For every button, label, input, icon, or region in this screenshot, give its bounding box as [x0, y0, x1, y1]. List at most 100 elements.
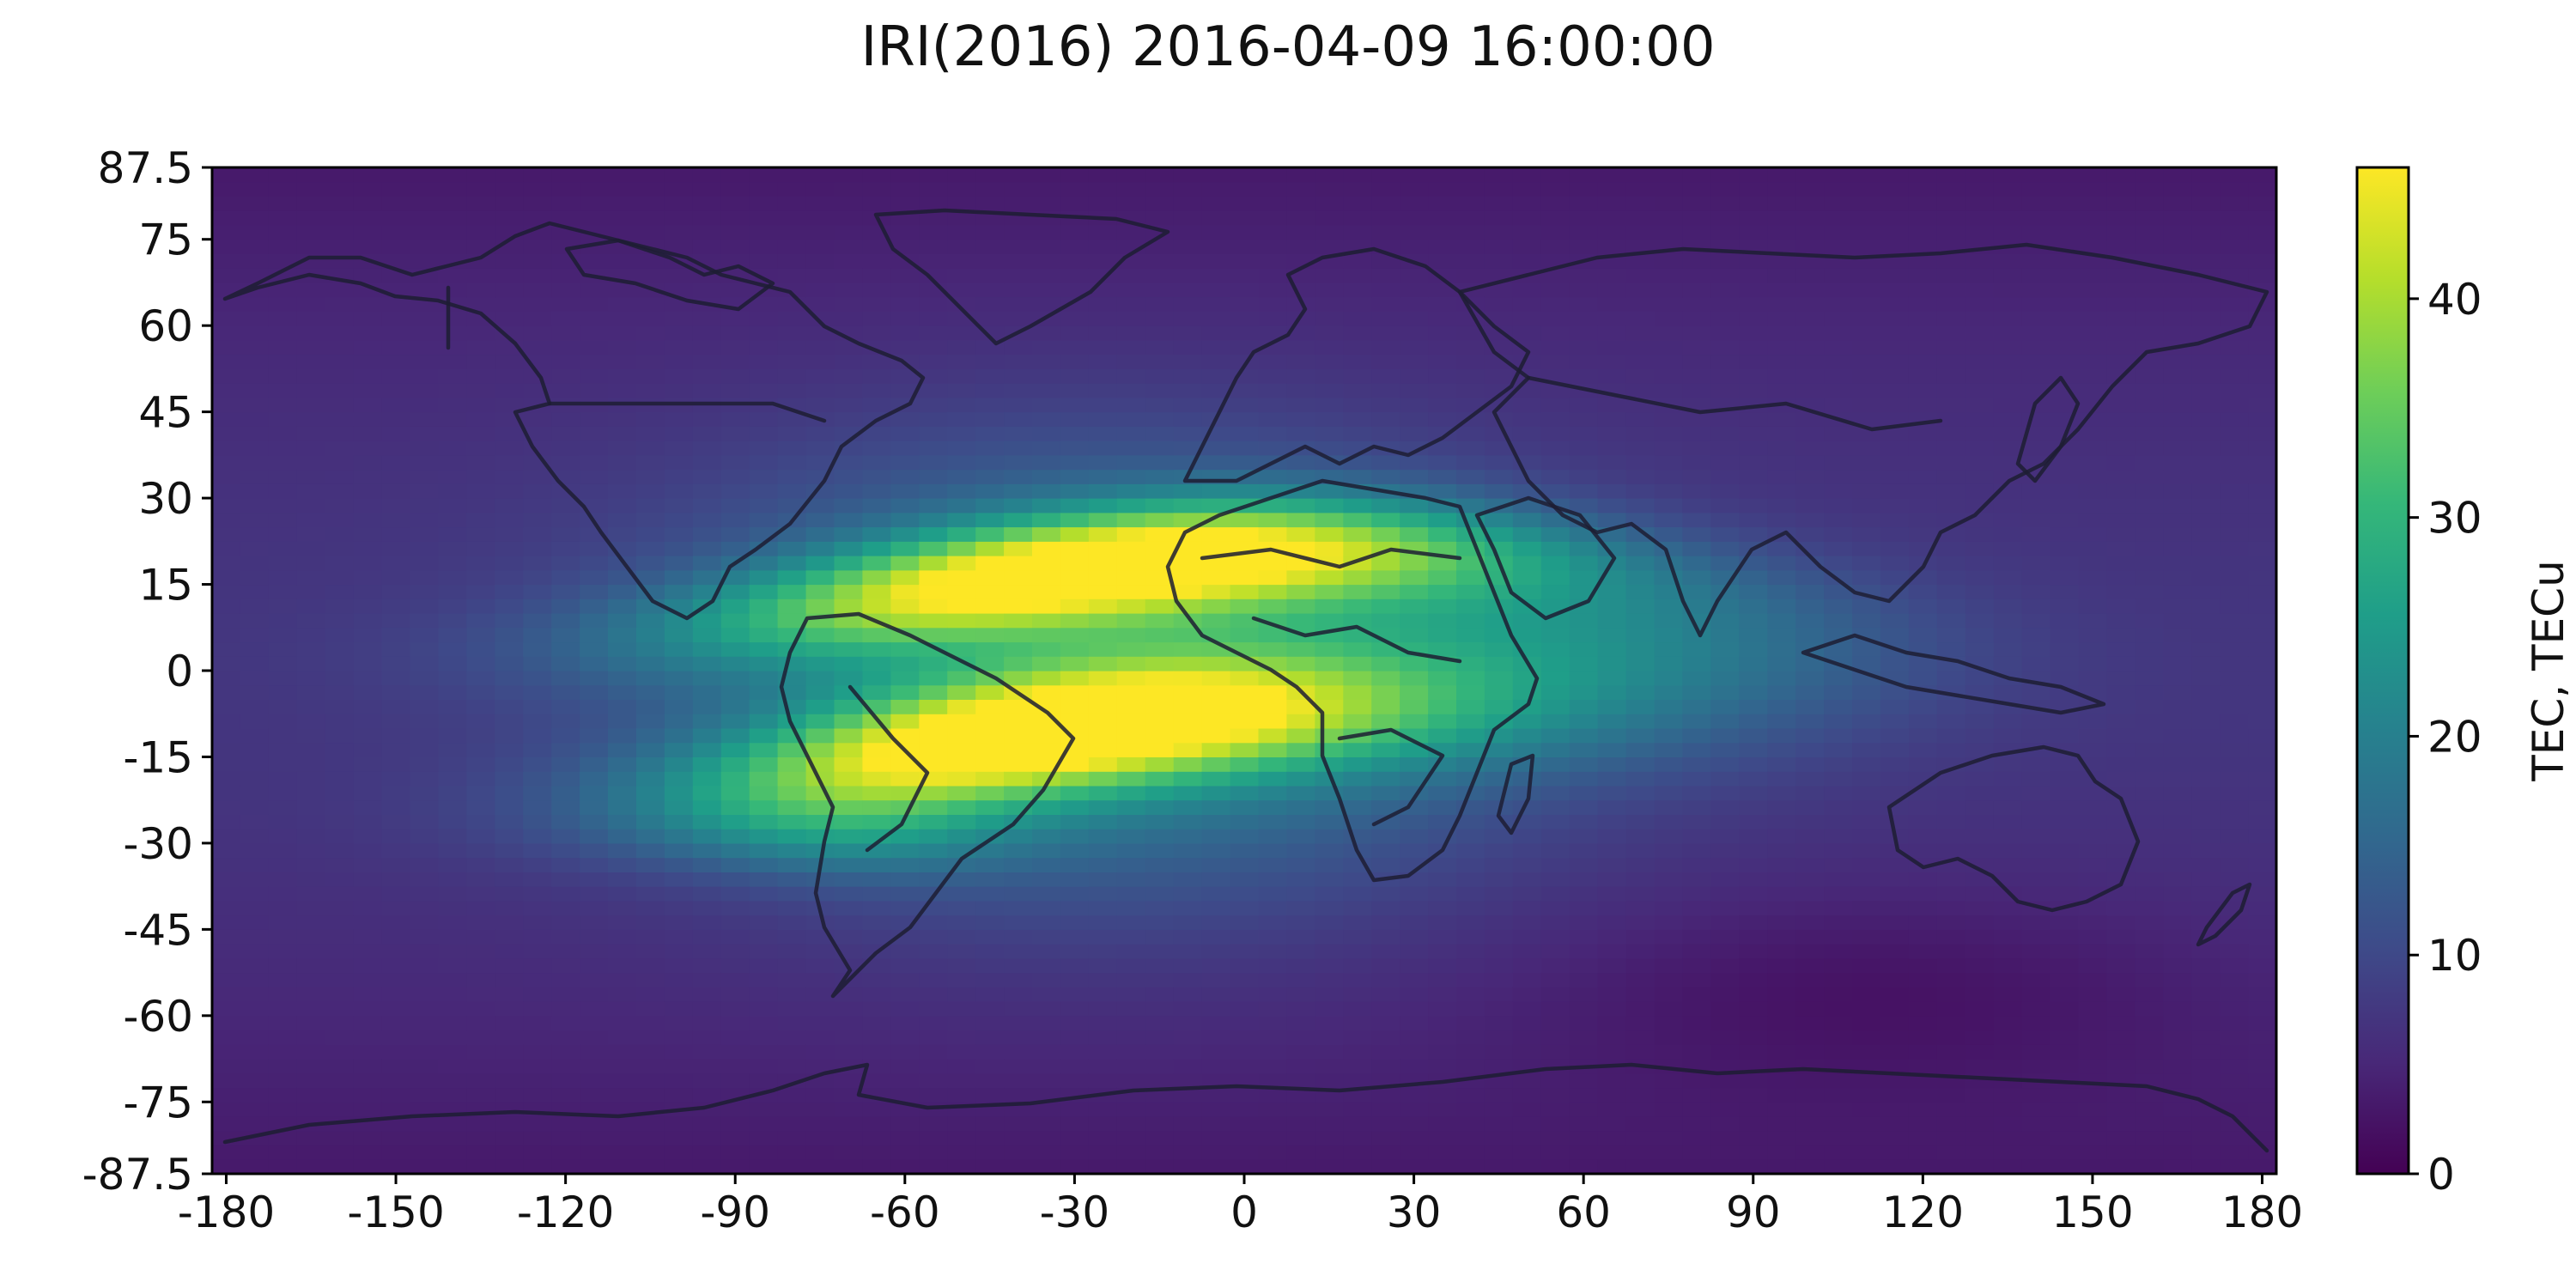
heatmap-cell [664, 541, 694, 556]
heatmap-cell [1795, 440, 1825, 456]
heatmap-cell [1116, 1001, 1146, 1017]
heatmap-cell [890, 1001, 920, 1017]
heatmap-cell [975, 282, 1005, 298]
heatmap-cell [410, 972, 439, 987]
heatmap-cell [608, 756, 637, 772]
heatmap-cell [1908, 383, 1938, 398]
heatmap-cell [1880, 987, 1910, 1002]
heatmap-cell [1088, 972, 1118, 987]
heatmap-cell [2163, 785, 2192, 801]
heatmap-cell [1032, 225, 1061, 240]
heatmap-cell [1852, 354, 1881, 369]
heatmap-cell [608, 253, 637, 269]
heatmap-cell [1230, 972, 1259, 987]
heatmap-cell [1371, 656, 1400, 671]
heatmap-cell [1654, 814, 1683, 829]
heatmap-cell [805, 1001, 835, 1017]
heatmap-cell [834, 1044, 863, 1060]
heatmap-cell [1343, 900, 1372, 916]
heatmap-cell [636, 268, 665, 283]
heatmap-cell [1710, 857, 1740, 872]
heatmap-cell [240, 627, 270, 643]
heatmap-cell [1908, 181, 1938, 197]
heatmap-cell [325, 454, 355, 471]
heatmap-cell [1400, 426, 1429, 441]
heatmap-cell [1739, 598, 1768, 614]
heatmap-cell [1767, 569, 1796, 586]
heatmap-cell [1908, 1145, 1938, 1160]
heatmap-cell [2021, 483, 2051, 499]
heatmap-cell [1060, 1059, 1090, 1074]
heatmap-cell [1484, 1116, 1514, 1132]
heatmap-cell [1767, 1044, 1796, 1060]
heatmap-cell [1145, 1072, 1175, 1089]
heatmap-cell [1428, 598, 1457, 614]
heatmap-cell [2106, 282, 2136, 298]
heatmap-cell [1201, 613, 1231, 629]
heatmap-cell [1032, 842, 1061, 859]
heatmap-cell [1936, 627, 1966, 643]
heatmap-cell [1569, 296, 1599, 312]
heatmap-cell [353, 886, 383, 902]
heatmap-cell [1540, 1072, 1571, 1089]
heatmap-cell [240, 569, 270, 586]
heatmap-cell [438, 742, 467, 757]
heatmap-cell [1540, 1159, 1571, 1174]
heatmap-cell [1088, 1116, 1118, 1132]
heatmap-cell [438, 785, 467, 801]
heatmap-cell [636, 469, 665, 484]
heatmap-cell [410, 569, 439, 586]
heatmap-cell [664, 325, 694, 341]
heatmap-cell [240, 1087, 270, 1103]
heatmap-cell [268, 641, 298, 657]
heatmap-cell [975, 454, 1005, 471]
heatmap-cell [692, 569, 722, 586]
heatmap-cell [1145, 584, 1175, 599]
heatmap-cell [1682, 756, 1711, 772]
heatmap-cell [890, 311, 920, 326]
heatmap-cell [268, 886, 298, 902]
heatmap-cell [296, 225, 326, 240]
heatmap-cell [608, 1145, 637, 1160]
heatmap-cell [608, 1044, 637, 1060]
heatmap-cell [2191, 253, 2221, 269]
heatmap-cell [720, 900, 750, 916]
heatmap-cell [1258, 397, 1287, 413]
heatmap-cell [1456, 210, 1485, 226]
heatmap-cell [2135, 210, 2164, 226]
heatmap-cell [1173, 498, 1203, 513]
heatmap-cell [777, 239, 807, 254]
heatmap-cell [1258, 857, 1287, 872]
heatmap-cell [325, 972, 355, 987]
heatmap-cell [438, 311, 467, 326]
heatmap-cell [410, 671, 439, 686]
heatmap-cell [2163, 1072, 2192, 1089]
heatmap-cell [1654, 339, 1683, 355]
heatmap-cell [212, 354, 241, 369]
heatmap-cell [1004, 339, 1033, 355]
heatmap-cell [1710, 498, 1740, 513]
heatmap-cell [1795, 1015, 1825, 1031]
heatmap-cell [296, 512, 326, 528]
heatmap-cell [1710, 225, 1740, 240]
heatmap-cell [1484, 354, 1514, 369]
heatmap-cell [1371, 1102, 1400, 1117]
heatmap-cell [1936, 469, 1966, 484]
heatmap-cell [1315, 1102, 1344, 1117]
heatmap-cell [919, 728, 948, 744]
heatmap-cell [1824, 196, 1853, 211]
heatmap-cell [1824, 771, 1853, 787]
heatmap-cell [1880, 569, 1910, 586]
heatmap-cell [410, 886, 439, 902]
heatmap-cell [1654, 1072, 1683, 1089]
heatmap-cell [1032, 397, 1061, 413]
heatmap-cell [466, 627, 495, 643]
heatmap-cell [1767, 627, 1796, 643]
heatmap-cell [805, 498, 835, 513]
heatmap-cell [1343, 397, 1372, 413]
heatmap-cell [1625, 483, 1656, 499]
heatmap-cell [1569, 426, 1599, 441]
heatmap-cell [1767, 900, 1796, 916]
heatmap-cell [1371, 181, 1400, 197]
heatmap-cell [1795, 613, 1825, 629]
